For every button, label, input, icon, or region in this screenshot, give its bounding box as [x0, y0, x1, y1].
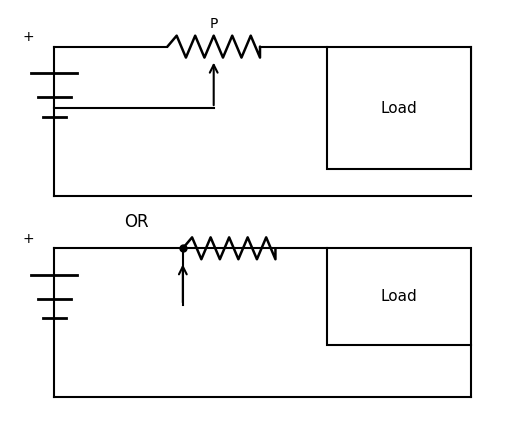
- Text: +: +: [23, 31, 34, 44]
- Bar: [327, 47, 471, 170]
- Text: Load: Load: [381, 100, 417, 115]
- Text: P: P: [210, 17, 218, 31]
- Text: +: +: [23, 232, 34, 246]
- Bar: [327, 248, 471, 345]
- Text: Load: Load: [381, 289, 417, 304]
- Text: OR: OR: [124, 213, 149, 231]
